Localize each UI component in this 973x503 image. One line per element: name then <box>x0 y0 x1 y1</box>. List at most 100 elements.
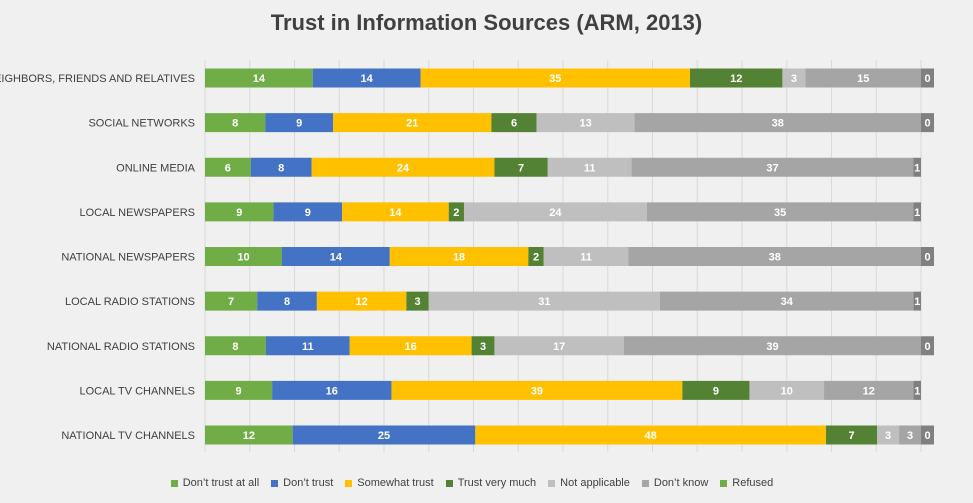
data-label: 17 <box>553 341 565 353</box>
bar-segment <box>205 113 266 133</box>
data-label: 16 <box>326 385 338 397</box>
legend-swatch <box>720 479 728 487</box>
data-label: 12 <box>356 296 368 308</box>
legend-swatch <box>641 479 649 487</box>
bar-segment <box>921 68 934 88</box>
data-label: 1 <box>914 207 920 219</box>
data-label: 1 <box>914 296 920 308</box>
bar-segment <box>272 380 392 400</box>
data-label: 10 <box>237 252 249 264</box>
data-label: 15 <box>857 73 869 85</box>
bar-segment <box>494 157 548 177</box>
data-label: 8 <box>232 341 238 353</box>
category-label: NATIONAL TV CHANNELS <box>61 430 195 442</box>
data-label: 14 <box>253 73 266 85</box>
bar-segment <box>543 247 629 266</box>
bar-segment <box>921 336 934 356</box>
data-label: 35 <box>549 73 561 85</box>
bar-segment <box>536 113 635 133</box>
legend-item: Refused <box>720 477 773 489</box>
data-label: 39 <box>531 385 543 397</box>
bar-segment <box>749 380 825 400</box>
category-label: SOCIAL NETWORKS <box>88 118 195 130</box>
data-label: 9 <box>236 385 242 397</box>
data-label: 7 <box>518 162 524 174</box>
bar-segment <box>205 68 313 88</box>
bar-segment <box>205 247 282 266</box>
bar-segment <box>628 247 921 266</box>
bar-segment <box>420 68 691 88</box>
data-label: 38 <box>769 252 781 264</box>
data-label: 9 <box>305 207 311 219</box>
data-label: 14 <box>389 207 402 219</box>
bar-segment <box>471 336 495 356</box>
data-label: 12 <box>243 430 255 442</box>
bar-segment <box>205 291 258 311</box>
bar-segment <box>428 291 660 311</box>
data-label: 11 <box>302 341 314 353</box>
bar-segment <box>205 336 266 356</box>
bar-segment <box>921 247 934 266</box>
category-label: NATIONAL NEWSPAPERS <box>61 252 195 264</box>
bar-segment <box>448 202 464 222</box>
bar-segment <box>824 380 914 400</box>
legend-label: Somewhat trust <box>357 477 434 489</box>
data-label: 2 <box>533 252 539 264</box>
data-label: 14 <box>330 252 343 264</box>
bar-segment <box>631 157 914 177</box>
bar-segment <box>528 247 544 266</box>
data-label: 0 <box>924 118 930 130</box>
data-label: 39 <box>766 341 778 353</box>
data-label: 8 <box>278 162 284 174</box>
data-label: 7 <box>228 296 234 308</box>
bar-segment <box>921 113 934 133</box>
bar-segment <box>205 425 293 445</box>
bar-segment <box>782 68 806 88</box>
legend-label: Refused <box>732 477 774 489</box>
data-label: 35 <box>774 207 786 219</box>
legend-label: Don’t trust at all <box>182 477 260 489</box>
data-label: 3 <box>907 430 913 442</box>
data-label: 24 <box>549 207 562 219</box>
data-label: 9 <box>713 385 719 397</box>
bar-segment <box>913 291 921 311</box>
bar-segment <box>205 202 274 222</box>
data-label: 14 <box>361 73 374 85</box>
category-label: NATIONAL RADIO STATIONS <box>47 341 195 353</box>
bar-segment <box>349 336 472 356</box>
legend-swatch <box>271 479 279 487</box>
data-label: 9 <box>236 207 242 219</box>
legend-swatch <box>345 479 353 487</box>
bar-segment <box>921 425 934 445</box>
bar-segment <box>913 202 921 222</box>
category-label: NEIGHBORS, FRIENDS AND RELATIVES <box>0 73 195 85</box>
legend-item: Trust very much <box>445 477 536 489</box>
bar-segment <box>690 68 783 88</box>
bar-segment <box>205 157 251 177</box>
bar-segment <box>491 113 537 133</box>
data-label: 6 <box>225 162 231 174</box>
bar-segment <box>311 157 495 177</box>
data-label: 11 <box>580 252 592 264</box>
data-label: 1 <box>914 385 920 397</box>
chart-title: Trust in Information Sources (ARM, 2013) <box>270 10 703 35</box>
data-label: 38 <box>772 118 784 130</box>
data-label: 3 <box>791 73 797 85</box>
data-label: 10 <box>781 385 793 397</box>
bar-segment <box>205 380 273 400</box>
data-label: 9 <box>296 118 302 130</box>
bar-segment <box>463 202 647 222</box>
bar-segment <box>475 425 827 445</box>
data-label: 8 <box>232 118 238 130</box>
bar-segment <box>391 380 683 400</box>
bar-segment <box>634 113 921 133</box>
bar-segment <box>292 425 476 445</box>
bar-segment <box>494 336 624 356</box>
legend-item: Don’t know <box>641 477 708 489</box>
legend-item: Don’t trust at all <box>170 477 260 489</box>
data-label: 16 <box>405 341 417 353</box>
data-label: 11 <box>584 162 596 174</box>
bar-segment <box>826 425 878 445</box>
data-label: 34 <box>781 296 794 308</box>
